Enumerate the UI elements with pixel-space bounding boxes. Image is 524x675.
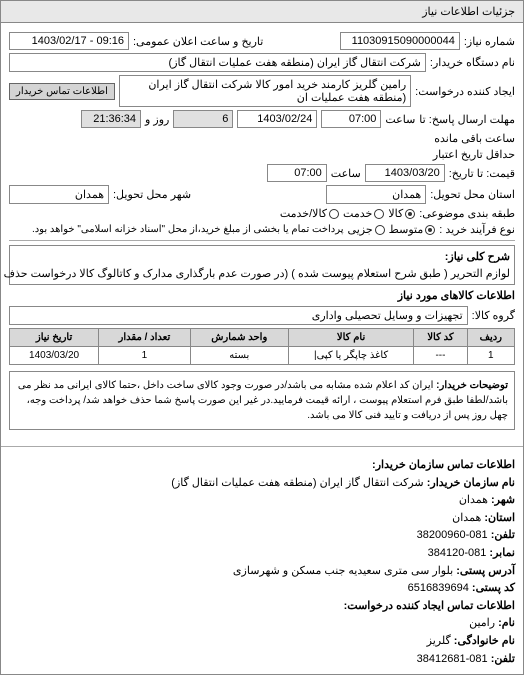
validity-label: حداقل تاریخ اعتبار xyxy=(433,148,515,161)
buyer-note-box: توضیحات خریدار: ایران کد اعلام شده مشابه… xyxy=(9,371,515,430)
info-panel: جزئیات اطلاعات نیاز شماره نیاز: 11030915… xyxy=(0,0,524,675)
c-org: شرکت انتقال گاز ایران (منطقه هفت عملیات … xyxy=(171,477,423,489)
req-contact-title: اطلاعات تماس ایجاد کننده درخواست: xyxy=(9,598,515,616)
tab-header[interactable]: جزئیات اطلاعات نیاز xyxy=(1,1,523,23)
goods-table: ردیفکد کالانام کالاواحد شمارشتعداد / مقد… xyxy=(9,328,515,365)
pkg-opt3-label: کالا/خدمت xyxy=(280,207,327,220)
need-text: لوازم التحریر ( طبق شرح استعلام پیوست شد… xyxy=(0,267,510,280)
table-header: واحد شمارش xyxy=(190,329,288,347)
table-cell: --- xyxy=(414,347,467,365)
price-time-field: 07:00 xyxy=(267,164,327,182)
price-time-label: ساعت xyxy=(331,167,361,180)
days-field: 6 xyxy=(173,110,233,128)
send-time-label: ساعت xyxy=(385,113,415,126)
table-cell: بسته xyxy=(190,347,288,365)
req-no-field: 11030915090000044 xyxy=(340,32,460,50)
table-header: ردیف xyxy=(467,329,514,347)
goods-group-label: گروه کالا: xyxy=(472,309,515,322)
table-row[interactable]: 1---کاغذ چاپگر یا کپی|بسته11403/03/20 xyxy=(10,347,515,365)
proc-opt1[interactable]: متوسط xyxy=(389,223,436,236)
table-cell: 1 xyxy=(99,347,191,365)
price-until-label: قیمت: تا تاریخ: xyxy=(449,167,515,180)
table-header: تاریخ نیاز xyxy=(10,329,99,347)
days-label: روز و xyxy=(145,113,169,126)
c-prov: همدان xyxy=(452,512,481,524)
remain-label: ساعت باقی مانده xyxy=(434,132,515,145)
buyer-note-text: ایران کد اعلام شده مشابه می باشد/در صورت… xyxy=(18,380,508,421)
c-lname: گلریز xyxy=(427,635,451,647)
c-city-label: شهر: xyxy=(491,494,515,506)
c-addr: بلوار سی متری سعیدیه جنب مسکن و شهرسازی xyxy=(233,565,453,577)
contact-title: اطلاعات تماس سازمان خریدار: xyxy=(9,457,515,475)
buyer-org-field: شرکت انتقال گاز ایران (منطقه هفت عملیات … xyxy=(9,53,426,72)
proc-opt2[interactable]: جزیی xyxy=(348,223,385,236)
goods-title: اطلاعات کالاهای مورد نیاز xyxy=(9,289,515,302)
proc-opt1-label: متوسط xyxy=(389,223,424,236)
c-fax-label: نمابر: xyxy=(489,547,515,559)
table-cell: کاغذ چاپگر یا کپی| xyxy=(288,347,414,365)
province-field: همدان xyxy=(326,185,426,204)
pkg-opt2[interactable]: خدمت xyxy=(343,207,384,220)
buyer-org-label: نام دستگاه خریدار: xyxy=(430,56,515,69)
need-label: شرح کلی نیاز: xyxy=(445,250,510,263)
proc-opt2-label: جزیی xyxy=(348,223,373,236)
c-prov-label: استان: xyxy=(484,512,515,524)
c-org-label: نام سازمان خریدار: xyxy=(427,477,515,489)
send-time-field: 07:00 xyxy=(321,110,381,128)
send-date-field: 1403/02/24 xyxy=(237,110,317,128)
send-until-label: مهلت ارسال پاسخ: تا xyxy=(419,113,515,126)
price-date-field: 1403/03/20 xyxy=(365,164,445,182)
pkg-opt2-label: خدمت xyxy=(343,207,372,220)
buyer-note-label: توضیحات خریدار: xyxy=(436,380,508,391)
goods-group-field: تجهیزات و وسایل تحصیلی واداری xyxy=(9,306,468,325)
contact-buyer-button[interactable]: اطلاعات تماس خریدار xyxy=(9,83,115,100)
process-note: پرداخت تمام یا بخشی از مبلغ خرید،از محل … xyxy=(32,224,344,235)
c-lname-label: نام خانوادگی: xyxy=(454,635,515,647)
c-name: رامین xyxy=(469,617,495,629)
c-name-label: نام: xyxy=(498,617,515,629)
city-field: همدان xyxy=(9,185,109,204)
remain-field: 21:36:34 xyxy=(81,110,141,128)
c-addr-label: آدرس پستی: xyxy=(456,565,515,577)
c-postal-label: کد پستی: xyxy=(472,582,515,594)
pkg-opt1[interactable]: کالا xyxy=(388,207,415,220)
contact-section: اطلاعات تماس سازمان خریدار: نام سازمان خ… xyxy=(1,451,523,674)
header-section: شماره نیاز: 11030915090000044 تاریخ و سا… xyxy=(1,23,523,442)
requester-field: رامین گلریز کارمند خرید امور کالا شرکت ا… xyxy=(119,75,411,107)
table-cell: 1403/03/20 xyxy=(10,347,99,365)
process-label: نوع فرآیند خرید : xyxy=(439,223,515,236)
req-no-label: شماره نیاز: xyxy=(464,35,515,48)
province-label: استان محل تحویل: xyxy=(430,188,515,201)
requester-label: ایجاد کننده درخواست: xyxy=(415,85,515,98)
c-tel-label: تلفن: xyxy=(491,653,515,665)
c-phone-label: تلفن: xyxy=(491,529,515,541)
table-cell: 1 xyxy=(467,347,514,365)
pkg-opt3[interactable]: کالا/خدمت xyxy=(280,207,339,220)
c-tel: 081-38412681 xyxy=(417,653,488,665)
table-header: نام کالا xyxy=(288,329,414,347)
table-header: کد کالا xyxy=(414,329,467,347)
c-fax: 081-384120 xyxy=(428,547,487,559)
c-postal: 6516839694 xyxy=(408,582,469,594)
pkg-opt1-label: کالا xyxy=(388,207,403,220)
pub-date-field: 09:16 - 1403/02/17 xyxy=(9,32,129,50)
city-label: شهر محل تحویل: xyxy=(113,188,191,201)
table-header: تعداد / مقدار xyxy=(99,329,191,347)
pub-date-label: تاریخ و ساعت اعلان عمومی: xyxy=(133,35,263,48)
c-city: همدان xyxy=(459,494,488,506)
packaging-label: طبقه بندی موضوعی: xyxy=(419,207,515,220)
c-phone: 081-38200960 xyxy=(417,529,488,541)
